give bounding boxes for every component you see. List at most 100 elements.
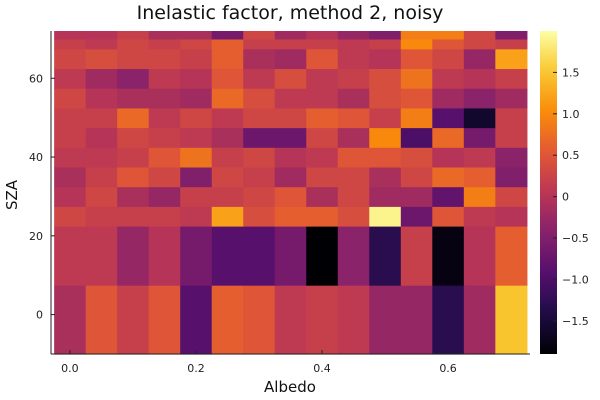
heatmap-cell (148, 68, 181, 89)
heatmap-cell (400, 68, 433, 89)
heatmap-cell (432, 147, 465, 168)
heatmap-cell (400, 88, 433, 109)
heatmap-cell (306, 48, 339, 70)
heatmap-cell (369, 285, 402, 355)
colorbar-tick-label: 1.0 (562, 108, 580, 121)
heatmap-cell (180, 225, 213, 286)
heatmap-cell (117, 166, 150, 188)
y-tick-label: 20 (29, 230, 43, 243)
colorbar-tick-label: −1.5 (562, 315, 589, 328)
heatmap-cell (85, 38, 118, 50)
heatmap-cell (274, 68, 307, 89)
heatmap-cell (337, 68, 370, 89)
heatmap-cell (337, 107, 370, 129)
heatmap-cell (306, 206, 339, 227)
heatmap-cell (148, 31, 181, 40)
heatmap-cell (400, 285, 433, 355)
heatmap-cell (148, 107, 181, 129)
heatmap-cell (463, 88, 496, 109)
heatmap-cell (54, 186, 87, 207)
heatmap-cell (117, 68, 150, 89)
heatmap-cell (400, 166, 433, 188)
heatmap-cell (495, 166, 528, 188)
heatmap-cell (369, 88, 402, 109)
heatmap-cell (274, 186, 307, 207)
y-tick-label: 0 (36, 309, 43, 322)
heatmap-cell (85, 147, 118, 168)
heatmap-cell (243, 31, 276, 40)
heatmap-cell (243, 68, 276, 89)
heatmap-cell (495, 88, 528, 109)
heatmap-cell (180, 186, 213, 207)
heatmap-cell (432, 166, 465, 188)
heatmap-cell (117, 147, 150, 168)
heatmap-cell (495, 285, 528, 355)
heatmap-cell (148, 225, 181, 286)
heatmap-cell (369, 225, 402, 286)
x-axis-ticks: 0.0 0.2 0.4 0.6 (61, 350, 457, 375)
heatmap-cell (432, 225, 465, 286)
heatmap-cell (463, 127, 496, 148)
heatmap-cell (54, 166, 87, 188)
heatmap-cell (400, 107, 433, 129)
colorbar (540, 31, 557, 354)
heatmap-cell (337, 48, 370, 70)
colorbar-tick-label: −0.5 (562, 232, 589, 245)
heatmap-cell (369, 127, 402, 148)
heatmap-cell (274, 225, 307, 286)
heatmap-cell (306, 38, 339, 50)
heatmap-cell (180, 285, 213, 355)
heatmap-cell (369, 206, 402, 227)
heatmap-cell (180, 38, 213, 50)
x-axis-label: Albedo (264, 378, 316, 396)
heatmap-cell (400, 225, 433, 286)
heatmap-cell (148, 48, 181, 70)
heatmap-cell (211, 186, 244, 207)
heatmap-cell (495, 31, 528, 40)
heatmap-cell (432, 206, 465, 227)
heatmap-cell (463, 186, 496, 207)
heatmap-cell (117, 31, 150, 40)
heatmap-cell (85, 186, 118, 207)
heatmap-cell (243, 206, 276, 227)
heatmap-cell (306, 127, 339, 148)
heatmap-cell (400, 31, 433, 40)
heatmap-cell (495, 68, 528, 89)
heatmap-cell (306, 166, 339, 188)
heatmap-cell (85, 285, 118, 355)
heatmap-cell (211, 206, 244, 227)
heatmap-cell (180, 166, 213, 188)
heatmap-cell (85, 166, 118, 188)
heatmap-cell (274, 206, 307, 227)
heatmap-cell (54, 285, 87, 355)
heatmap-cell (463, 225, 496, 286)
heatmap-cell (337, 88, 370, 109)
heatmap-cell (495, 225, 528, 286)
heatmap-cell (432, 68, 465, 89)
heatmap-cell (369, 38, 402, 50)
heatmap-cell (148, 127, 181, 148)
heatmap-cell (85, 206, 118, 227)
heatmap-cell (243, 107, 276, 129)
heatmap-cell (495, 48, 528, 70)
heatmap-cell (117, 48, 150, 70)
colorbar-tick-label: −1.0 (562, 273, 589, 286)
heatmap-cell (306, 31, 339, 40)
heatmap-cell (148, 186, 181, 207)
heatmap-cell (211, 127, 244, 148)
heatmap-cell (337, 206, 370, 227)
colorbar-tick-label: 1.5 (562, 66, 580, 79)
heatmap-cell (180, 48, 213, 70)
heatmap-cell (432, 38, 465, 50)
heatmap-cell (274, 31, 307, 40)
heatmap-cell (369, 68, 402, 89)
heatmap-cell (85, 88, 118, 109)
heatmap-cell (495, 186, 528, 207)
heatmap-cell (400, 38, 433, 50)
heatmap-cell (369, 48, 402, 70)
x-tick-label: 0.6 (439, 362, 457, 375)
heatmap-cell (117, 225, 150, 286)
heatmap-cell (243, 88, 276, 109)
heatmap-cell (337, 31, 370, 40)
y-axis-ticks: 0 20 40 60 (29, 72, 55, 322)
